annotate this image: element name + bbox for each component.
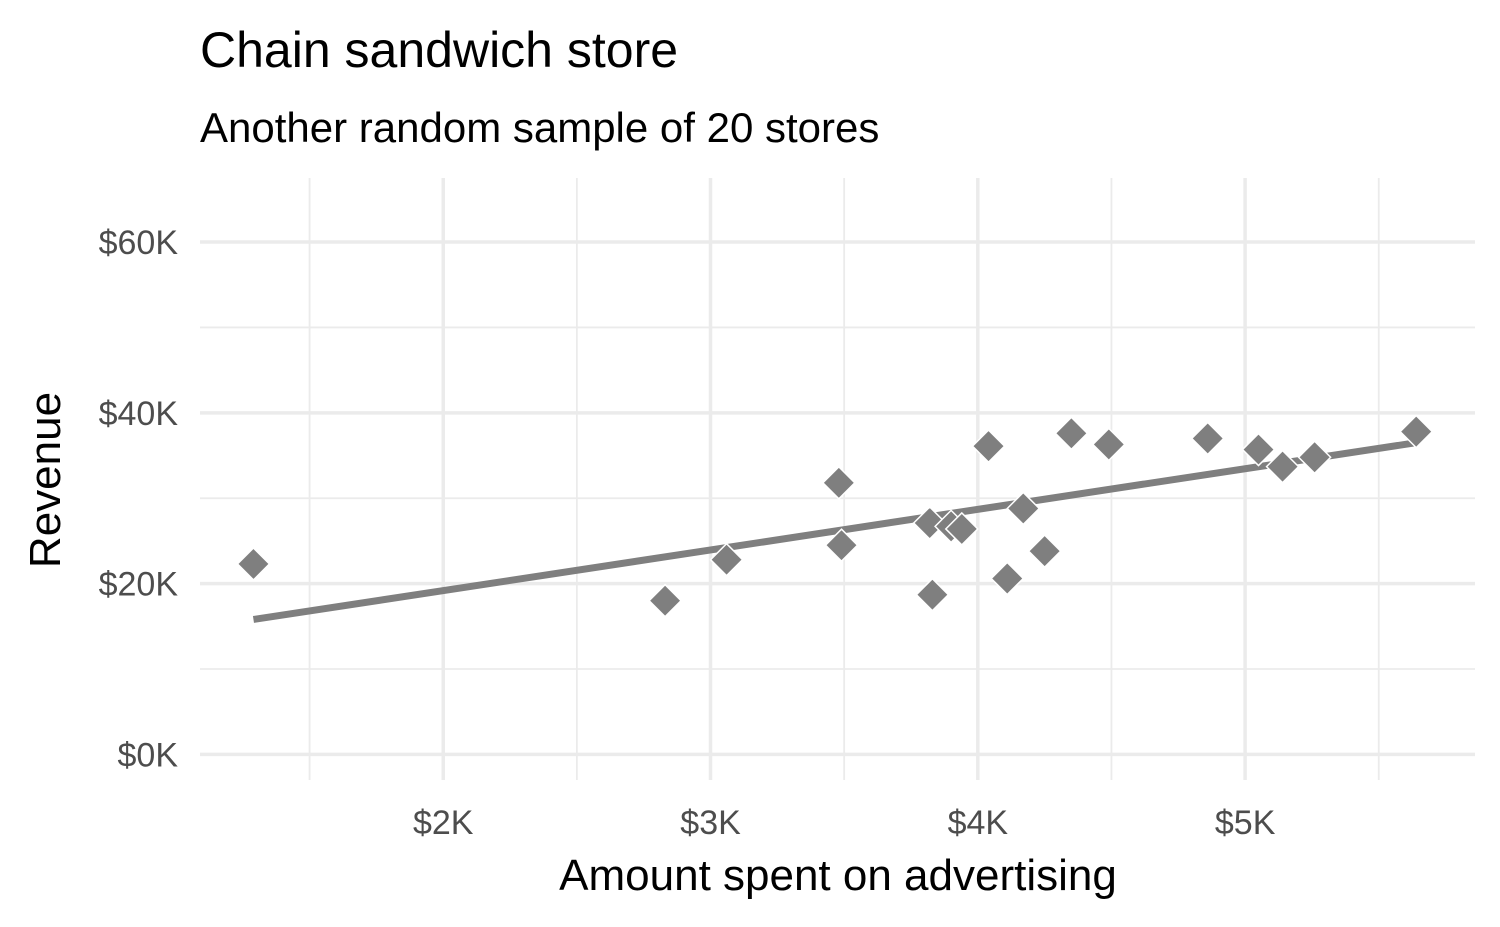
data-point bbox=[1297, 440, 1332, 475]
y-tick-label: $60K bbox=[99, 224, 179, 262]
y-axis-tick-labels: $0K $20K $40K $60K bbox=[99, 224, 179, 774]
y-tick-label: $0K bbox=[118, 736, 179, 774]
x-axis-title: Amount spent on advertising bbox=[559, 851, 1117, 900]
y-axis-title: Revenue bbox=[21, 392, 70, 568]
data-point bbox=[1399, 414, 1434, 449]
data-point bbox=[1190, 421, 1225, 456]
x-tick-label: $5K bbox=[1215, 804, 1276, 842]
data-point bbox=[236, 546, 271, 582]
data-point bbox=[1091, 427, 1126, 462]
chart-subtitle: Another random sample of 20 stores bbox=[200, 104, 879, 151]
trend-line bbox=[252, 439, 1417, 623]
data-point bbox=[1006, 491, 1041, 526]
y-tick-label: $40K bbox=[99, 395, 179, 433]
major-gridlines bbox=[200, 178, 1475, 780]
data-point bbox=[915, 577, 950, 612]
data-point bbox=[648, 583, 683, 618]
data-point bbox=[709, 542, 744, 577]
x-tick-label: $4K bbox=[948, 804, 1009, 842]
chart-title: Chain sandwich store bbox=[200, 22, 678, 78]
data-point bbox=[824, 528, 859, 563]
x-axis-tick-labels: $2K $3K $4K $5K bbox=[413, 804, 1276, 842]
data-point bbox=[1027, 534, 1062, 569]
data-point bbox=[990, 561, 1025, 596]
data-point bbox=[1054, 416, 1089, 451]
data-point bbox=[821, 465, 856, 500]
y-tick-label: $20K bbox=[99, 566, 179, 604]
x-tick-label: $2K bbox=[413, 804, 474, 842]
data-point bbox=[944, 511, 979, 547]
data-point bbox=[971, 429, 1006, 464]
data-point bbox=[912, 505, 947, 541]
x-tick-label: $3K bbox=[680, 804, 741, 842]
data-point bbox=[1241, 432, 1276, 467]
data-points bbox=[236, 414, 1434, 618]
data-point bbox=[1265, 449, 1300, 484]
trend-line-layer bbox=[252, 439, 1417, 623]
